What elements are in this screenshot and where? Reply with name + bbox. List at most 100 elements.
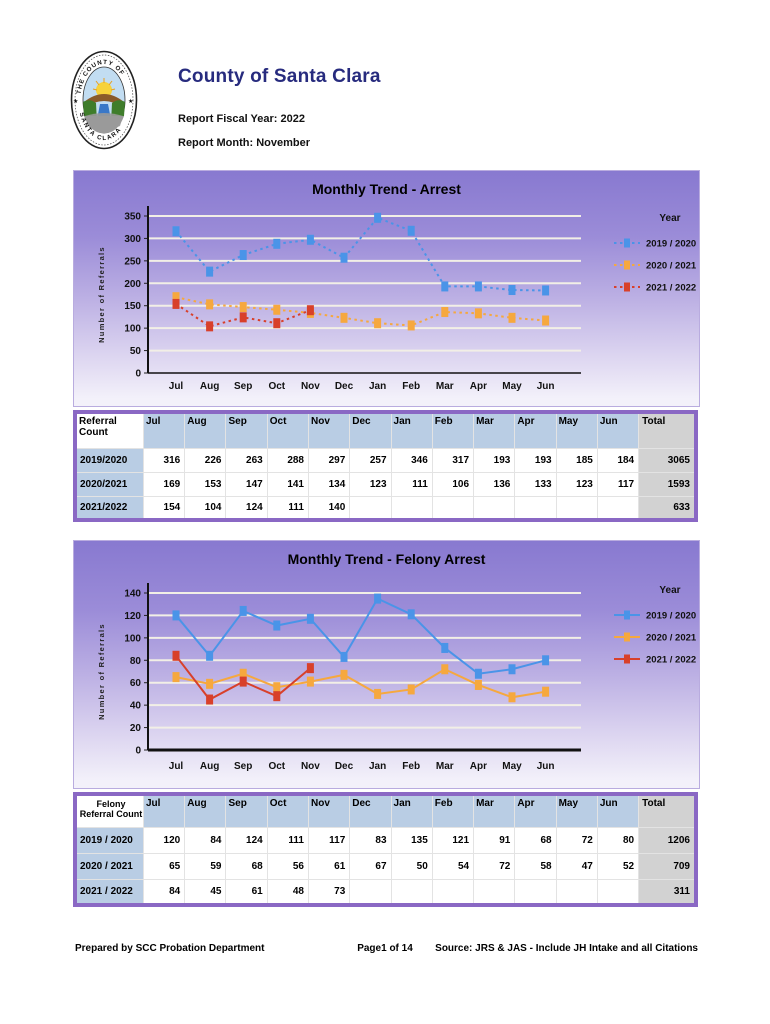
legend-entry-label: 2020 / 2021 bbox=[646, 633, 697, 644]
data-point-marker bbox=[508, 692, 516, 703]
legend-entry-label: 2019 / 2020 bbox=[646, 239, 696, 250]
table-row: 2019 / 2020 120 84 124 111 117 83 135 121 91 68 72 8… bbox=[74, 826, 697, 854]
series-line bbox=[175, 597, 546, 675]
month-value-cell bbox=[555, 495, 598, 521]
month-value-cell: 61 bbox=[307, 852, 351, 880]
data-point-marker bbox=[239, 605, 247, 616]
x-tick-label: Oct bbox=[268, 381, 285, 392]
data-point-marker bbox=[542, 315, 550, 326]
data-point-marker bbox=[206, 321, 214, 332]
legend-entry-label: 2019 / 2020 bbox=[646, 611, 696, 622]
legend-swatch-marker bbox=[624, 632, 630, 642]
month-value-cell bbox=[390, 495, 433, 521]
data-point-marker bbox=[340, 252, 348, 263]
footer-page-number: Page1 of 14 bbox=[357, 943, 413, 954]
data-point-marker bbox=[206, 266, 214, 277]
x-tick-label: Apr bbox=[470, 761, 487, 772]
month-value-cell bbox=[514, 878, 557, 906]
column-header-sep: Sep bbox=[225, 793, 268, 828]
month-value-cell: 124 bbox=[225, 495, 268, 521]
data-point-marker bbox=[273, 318, 281, 329]
x-tick-label: Sep bbox=[234, 761, 252, 772]
month-value-cell: 193 bbox=[473, 447, 516, 473]
column-header-dec: Dec bbox=[349, 793, 392, 828]
data-point-marker bbox=[239, 302, 247, 313]
month-value-cell: 124 bbox=[225, 826, 268, 854]
month-value-cell: 84 bbox=[184, 826, 227, 854]
data-point-marker bbox=[441, 642, 449, 653]
data-point-marker bbox=[542, 686, 550, 697]
data-point-marker bbox=[508, 664, 516, 675]
month-value-cell: 68 bbox=[514, 826, 557, 854]
y-axis-title: Number of Referrals bbox=[97, 246, 106, 343]
month-value-cell bbox=[349, 878, 392, 906]
y-tick-label: 40 bbox=[130, 701, 142, 712]
data-point-marker bbox=[374, 318, 382, 329]
column-header-dec: Dec bbox=[349, 411, 392, 449]
row-label: 2020 / 2021 bbox=[74, 852, 144, 880]
legend-swatch-marker bbox=[624, 238, 630, 248]
y-tick-label: 80 bbox=[130, 656, 142, 667]
data-point-marker bbox=[374, 593, 382, 604]
referral-count-table: Referral Count Jul Aug Sep Oct Nov Dec Jan Feb Ma… bbox=[73, 410, 698, 522]
column-header-nov: Nov bbox=[307, 793, 351, 828]
data-point-marker bbox=[508, 285, 516, 296]
data-point-marker bbox=[172, 292, 180, 303]
page-title: County of Santa Clara bbox=[178, 66, 381, 87]
month-value-cell: 121 bbox=[431, 826, 475, 854]
column-header-oct: Oct bbox=[266, 411, 310, 449]
y-axis-title: Number of Referrals bbox=[97, 623, 106, 720]
seal-scene bbox=[83, 78, 125, 134]
month-value-cell: 141 bbox=[266, 471, 310, 497]
month-value-cell: 133 bbox=[514, 471, 557, 497]
y-tick-label: 0 bbox=[135, 369, 141, 380]
column-header-total: Total bbox=[638, 793, 697, 828]
x-tick-label: Jul bbox=[169, 381, 184, 392]
table-corner-label: Referral Count bbox=[74, 411, 144, 449]
month-value-cell: 106 bbox=[431, 471, 475, 497]
month-value-cell: 147 bbox=[225, 471, 268, 497]
data-point-marker bbox=[441, 306, 449, 317]
data-point-marker bbox=[172, 650, 180, 661]
x-tick-label: Dec bbox=[335, 761, 354, 772]
month-value-cell: 56 bbox=[266, 852, 310, 880]
month-value-cell: 117 bbox=[596, 471, 640, 497]
column-header-jun: Jun bbox=[596, 793, 640, 828]
column-header-aug: Aug bbox=[184, 411, 227, 449]
row-label: 2019 / 2020 bbox=[74, 826, 144, 854]
data-point-marker bbox=[542, 655, 550, 666]
month-value-cell bbox=[596, 878, 640, 906]
table-row: 2021 / 2022 84 45 61 48 73 311 bbox=[74, 878, 697, 906]
y-tick-label: 100 bbox=[124, 633, 141, 644]
month-value-cell: 50 bbox=[390, 852, 433, 880]
month-value-cell: 54 bbox=[431, 852, 475, 880]
x-tick-label: May bbox=[502, 761, 522, 772]
felony-trend-chart-panel: Monthly Trend - Felony Arrest 0 20 40 60 80 1… bbox=[73, 540, 700, 789]
seal-star-left: ★ bbox=[73, 98, 78, 105]
data-point-marker bbox=[273, 620, 281, 631]
x-tick-label: Oct bbox=[268, 761, 285, 772]
data-point-marker bbox=[340, 669, 348, 680]
month-value-cell: 226 bbox=[184, 447, 227, 473]
column-header-nov: Nov bbox=[307, 411, 351, 449]
total-cell: 709 bbox=[638, 852, 697, 880]
month-value-cell bbox=[431, 495, 475, 521]
x-tick-label: May bbox=[502, 381, 522, 392]
table-row: 2019/2020 316 226 263 288 297 257 346 317 193 193 1… bbox=[74, 447, 697, 473]
data-point-marker bbox=[206, 678, 214, 689]
data-point-marker bbox=[407, 684, 415, 695]
legend-swatch-marker bbox=[624, 282, 630, 292]
arrest-trend-chart: 0 50 100 150 200 250 300 350 Number of Referrals… bbox=[97, 206, 697, 392]
data-point-marker bbox=[239, 250, 247, 261]
y-tick-label: 60 bbox=[130, 678, 142, 689]
month-value-cell bbox=[514, 495, 557, 521]
month-value-cell: 58 bbox=[514, 852, 557, 880]
report-fiscal-year: Report Fiscal Year: 2022 bbox=[178, 113, 305, 125]
data-point-marker bbox=[374, 212, 382, 223]
y-tick-label: 20 bbox=[130, 723, 142, 734]
y-tick-label: 100 bbox=[124, 324, 141, 335]
table-row: 2020/2021 169 153 147 141 134 123 111 106 136 133 1… bbox=[74, 471, 697, 497]
y-tick-label: 140 bbox=[124, 589, 141, 600]
x-tick-label: Jun bbox=[537, 381, 555, 392]
x-tick-label: Feb bbox=[402, 381, 420, 392]
